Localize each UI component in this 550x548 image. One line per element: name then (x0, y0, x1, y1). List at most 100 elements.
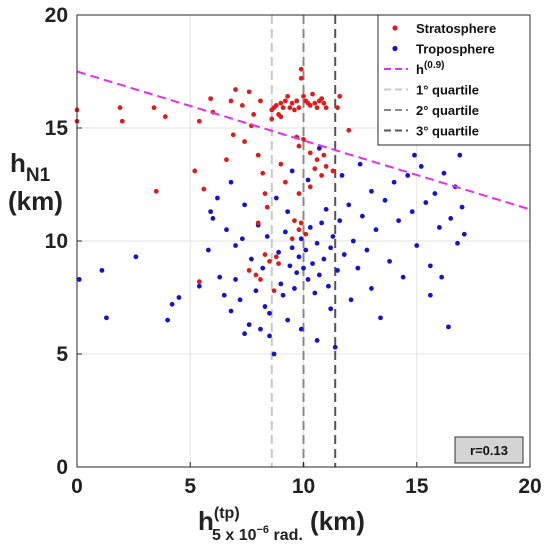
stratosphere-point (162, 114, 168, 120)
troposphere-point (321, 256, 327, 262)
troposphere-point (446, 324, 451, 330)
troposphere-point (242, 331, 248, 337)
stratosphere-point (323, 164, 329, 169)
troposphere-point (99, 267, 105, 273)
troposphere-point (233, 277, 238, 282)
troposphere-point (457, 152, 463, 158)
troposphere-point (287, 263, 293, 269)
troposphere-point (303, 247, 309, 253)
stratosphere-point (242, 139, 248, 144)
troposphere-point (400, 274, 406, 280)
stratosphere-point (264, 204, 270, 210)
legend-marker (392, 45, 398, 52)
legend-label: 1° quartile (416, 83, 479, 98)
legend-label: Stratosphere (416, 21, 496, 36)
troposphere-point (427, 292, 433, 298)
x-tick-label: 10 (292, 475, 315, 498)
troposphere-point (357, 161, 363, 167)
stratosphere-point (294, 98, 300, 104)
troposphere-point (314, 240, 320, 246)
troposphere-point (289, 245, 295, 251)
annotation-box (454, 436, 524, 464)
stratosphere-point (282, 179, 288, 185)
stratosphere-point (292, 107, 297, 113)
y-tick-label: 5 (56, 343, 68, 366)
troposphere-point (382, 197, 388, 203)
troposphere-point (305, 277, 311, 282)
troposphere-point (267, 310, 272, 316)
stratosphere-point (296, 143, 302, 149)
stratosphere-point (224, 157, 229, 163)
x-label-unit: (km) (303, 506, 365, 536)
troposphere-point (210, 216, 216, 221)
x-tick-label: 5 (184, 475, 196, 498)
stratosphere-point (151, 105, 157, 111)
stratosphere-point (292, 218, 297, 224)
stratosphere-point (314, 157, 320, 163)
troposphere-point (196, 283, 202, 289)
axis-ticks: 0 5 10 15 20 0 5 10 15 20 (45, 4, 542, 498)
troposphere-point (335, 267, 340, 273)
stratosphere-point (314, 105, 320, 111)
stratosphere-point (335, 105, 340, 111)
troposphere-point (237, 297, 243, 303)
troposphere-point (348, 297, 354, 303)
stratosphere-point (262, 191, 268, 196)
stratosphere-point (303, 231, 309, 237)
troposphere-point (455, 240, 460, 246)
stratosphere-point (262, 252, 268, 257)
quartile-lines (270, 15, 337, 467)
stratosphere-point (307, 184, 313, 190)
legend-label: 2° quartile (416, 103, 479, 118)
troposphere-point (298, 236, 304, 242)
stratosphere-point (319, 173, 325, 178)
stratosphere-point (153, 188, 159, 194)
y-tick-label: 15 (45, 117, 69, 140)
troposphere-point (133, 254, 139, 260)
troposphere-point (339, 173, 345, 178)
troposphere-point (387, 258, 392, 264)
troposphere-point (242, 202, 248, 208)
troposphere-point (294, 270, 300, 276)
troposphere-point (307, 225, 313, 230)
x-tick-label: 20 (518, 475, 541, 498)
troposphere-point (249, 256, 254, 262)
stratosphere-point (330, 168, 336, 174)
troposphere-point (228, 308, 234, 314)
troposphere-point (289, 168, 295, 174)
stratosphere-point (298, 220, 304, 226)
stratosphere-point (271, 288, 277, 294)
stratosphere-point (346, 127, 352, 133)
x-label-subscript-exponent: −6 (256, 524, 269, 536)
stratosphere-point (119, 118, 125, 124)
stratosphere-point (298, 66, 304, 72)
stratosphere-point (289, 236, 295, 242)
stratosphere-point (278, 100, 284, 106)
stratosphere-point (296, 227, 302, 233)
stratosphere-point (251, 112, 257, 117)
stratosphere-point (307, 150, 313, 156)
troposphere-point (215, 195, 220, 201)
troposphere-point (312, 290, 318, 296)
troposphere-point (330, 234, 336, 239)
troposphere-point (369, 286, 374, 291)
troposphere-point (314, 338, 320, 343)
troposphere-point (169, 301, 175, 307)
troposphere-point (285, 209, 291, 215)
troposphere-point (260, 265, 266, 271)
stratosphere-point (267, 258, 272, 264)
stratosphere-point (337, 93, 343, 99)
stratosphere-point (323, 105, 329, 111)
stratosphere-point (298, 75, 304, 81)
legend-box (377, 14, 531, 146)
stratosphere-point (228, 98, 234, 104)
troposphere-point (262, 304, 268, 309)
stratosphere-point (239, 103, 245, 108)
troposphere-point (448, 216, 454, 221)
stratosphere-point (287, 105, 293, 111)
troposphere-point (369, 188, 374, 194)
stratosphere-point (269, 116, 275, 122)
stratosphere-point (196, 279, 202, 285)
legend-label: h(0.9) (416, 60, 445, 77)
